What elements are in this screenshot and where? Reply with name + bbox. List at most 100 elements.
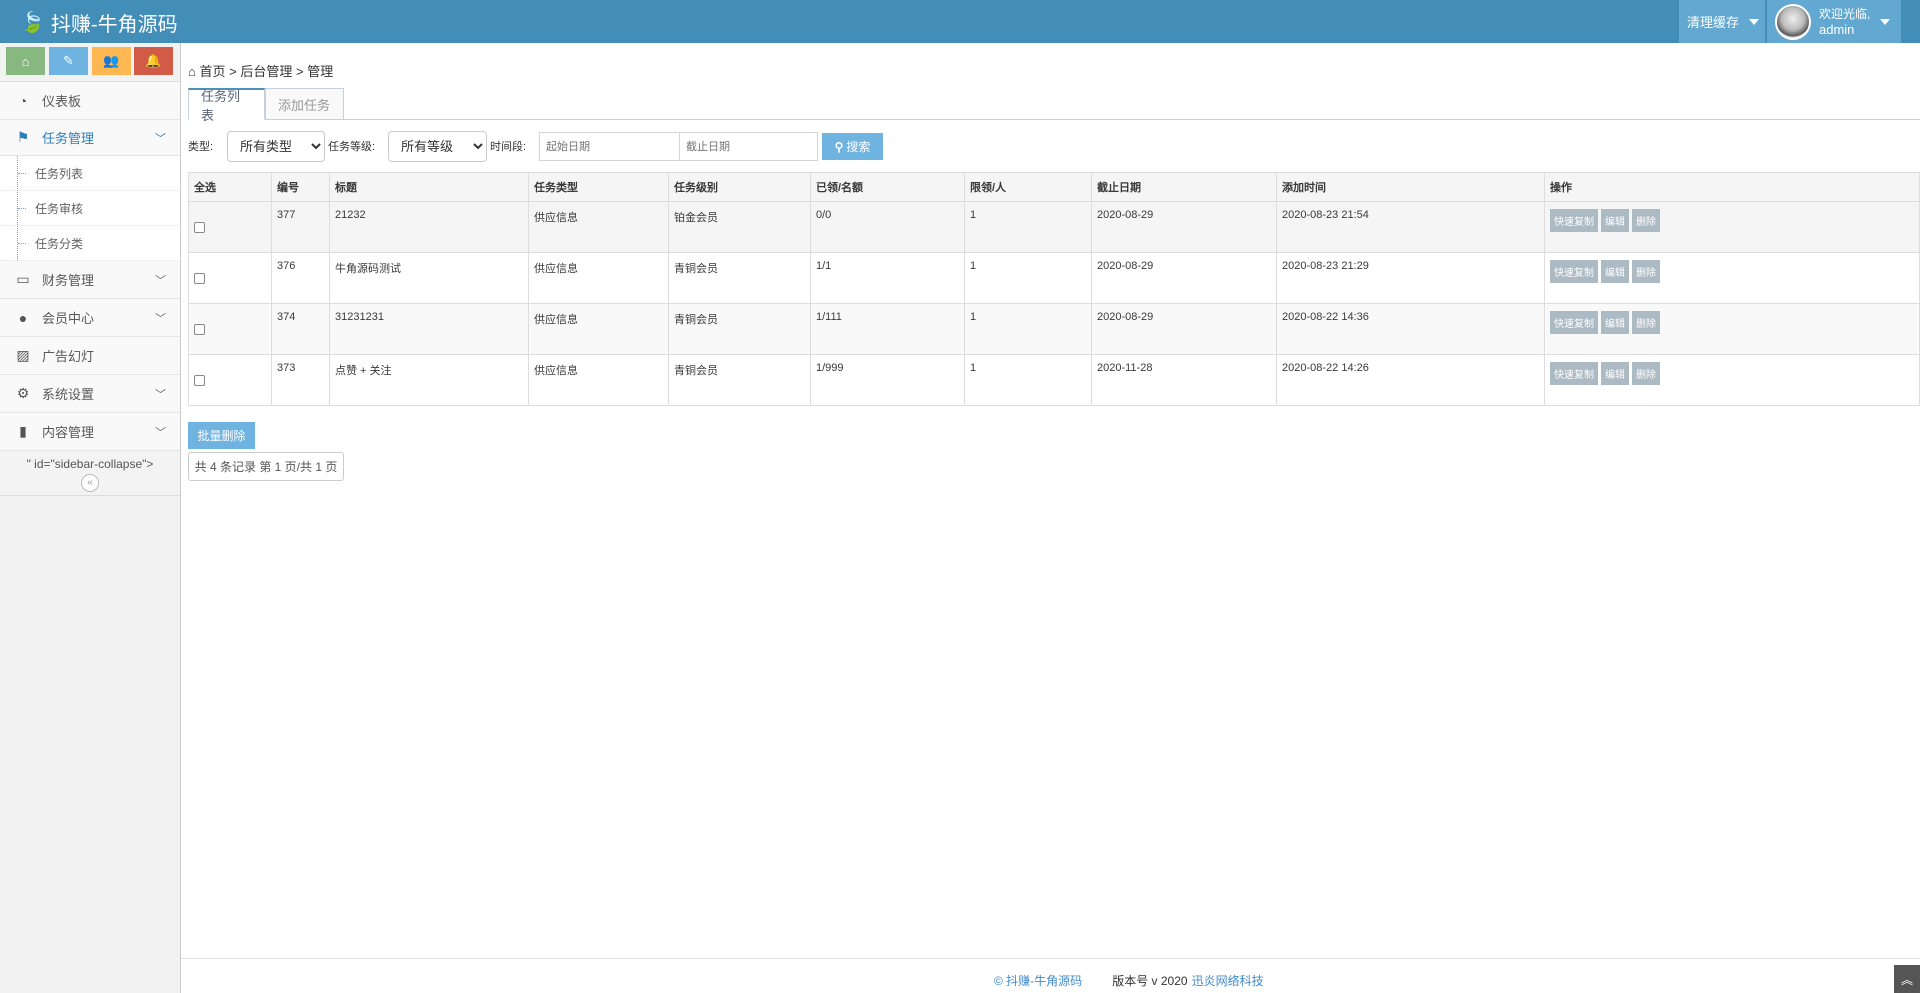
cell-deadline: 2020-08-29	[1091, 201, 1277, 253]
breadcrumb: ⌂ 首页 > 后台管理 > 管理	[188, 64, 334, 79]
submenu-guide-line	[17, 156, 18, 261]
actions-cell: 快速复制 编辑 删除	[1544, 252, 1920, 304]
search-icon: ⚲	[834, 139, 844, 154]
column-header: 任务类型	[528, 172, 669, 202]
cell-level: 青铜会员	[668, 303, 811, 355]
home-icon: ⌂	[188, 64, 196, 79]
delete-button[interactable]: 删除	[1632, 362, 1660, 385]
task-table: 全选 编号 标题 任务类型 任务级别 已领/名额 限领/人 截止日期 添加时间 操作 377 212…	[188, 172, 1920, 406]
column-header: 限领/人	[964, 172, 1092, 202]
row-checkbox[interactable]	[194, 273, 205, 284]
delete-button[interactable]: 删除	[1632, 209, 1660, 232]
tab-add-task[interactable]: 添加任务	[265, 88, 344, 120]
sidebar-item-ads[interactable]: ▨ 广告幻灯	[0, 337, 180, 375]
cell-limit: 1	[964, 354, 1092, 406]
row-checkbox[interactable]	[194, 324, 205, 335]
cell-type: 供应信息	[528, 201, 669, 253]
cell-level: 青铜会员	[668, 354, 811, 406]
cell-title: 31231231	[329, 303, 529, 355]
footer-company-link[interactable]: 迅炎网络科技	[1191, 974, 1264, 988]
chevron-down-icon: ﹀	[155, 132, 166, 145]
end-date-input[interactable]	[679, 132, 818, 161]
level-label: 任务等级:	[328, 140, 376, 153]
level-select[interactable]: 所有等级	[388, 131, 487, 162]
delete-button[interactable]: 删除	[1632, 260, 1660, 283]
leaf-icon: 🍃	[20, 12, 45, 34]
scroll-to-top-button[interactable]: ︽	[1894, 965, 1920, 993]
sidebar-subitem-task-review[interactable]: 任务审核	[0, 191, 180, 226]
breadcrumb-current: 管理	[307, 64, 334, 79]
user-menu[interactable]: 欢迎光临, admin	[1767, 0, 1901, 43]
pagination-info: 共 4 条记录 第 1 页/共 1 页	[188, 452, 344, 481]
cell-added: 2020-08-23 21:54	[1276, 201, 1545, 253]
tab-task-list[interactable]: 任务列表	[188, 88, 265, 123]
breadcrumb-home[interactable]: 首页	[199, 64, 226, 79]
cell-limit: 1	[964, 201, 1092, 253]
tab-divider	[188, 119, 1920, 120]
select-cell	[188, 354, 272, 406]
delete-button[interactable]: 删除	[1632, 311, 1660, 334]
book-icon: ▮	[19, 423, 27, 439]
sidebar-subitem-task-list[interactable]: 任务列表	[0, 156, 180, 191]
double-chevron-up-icon: ︽	[1900, 972, 1913, 987]
row-checkbox[interactable]	[194, 222, 205, 233]
pencil-icon[interactable]: ✎	[49, 47, 88, 75]
footer-brand-link[interactable]: © 抖赚-牛角源码	[994, 974, 1083, 988]
sidebar-item-settings[interactable]: ⚙ 系统设置 ﹀	[0, 375, 180, 413]
clear-cache-dropdown[interactable]: 清理缓存	[1679, 0, 1765, 43]
cell-deadline: 2020-08-29	[1091, 303, 1277, 355]
table-row: 376 牛角源码测试 供应信息 青铜会员 1/1 1 2020-08-29 2020-08-2…	[188, 252, 1920, 304]
column-header: 任务级别	[668, 172, 811, 202]
select-cell	[188, 201, 272, 253]
sidebar-item-task-management[interactable]: ⚑ 任务管理 ﹀	[0, 120, 180, 156]
quick-copy-button[interactable]: 快速复制	[1550, 362, 1598, 385]
search-button[interactable]: ⚲ 搜索	[822, 133, 883, 160]
users-icon[interactable]: 👥	[92, 47, 131, 75]
edit-button[interactable]: 编辑	[1601, 362, 1629, 385]
table-row: 374 31231231 供应信息 青铜会员 1/111 1 2020-08-29 2020-…	[188, 303, 1920, 355]
cell-limit: 1	[964, 303, 1092, 355]
cell-deadline: 2020-11-28	[1091, 354, 1277, 406]
breadcrumb-admin[interactable]: 后台管理	[240, 64, 293, 79]
cell-claimed: 1/1	[810, 252, 965, 304]
avatar	[1775, 3, 1811, 40]
actions-cell: 快速复制 编辑 删除	[1544, 201, 1920, 253]
sidebar: ⌂ ✎ 👥 🔔 ◔ 仪表板 ⚑ 任务管理 ﹀ 任务列表 任务审核 任务分类 ▭ 财务管理…	[0, 43, 181, 993]
cell-claimed: 1/111	[810, 303, 965, 355]
top-navbar: 🍃 抖赚-牛角源码 清理缓存 欢迎光临, admin	[0, 0, 1920, 43]
column-header: 截止日期	[1091, 172, 1277, 202]
edit-button[interactable]: 编辑	[1601, 311, 1629, 334]
sidebar-item-content[interactable]: ▮ 内容管理 ﹀	[0, 413, 180, 451]
quick-copy-button[interactable]: 快速复制	[1550, 260, 1598, 283]
row-checkbox[interactable]	[194, 375, 205, 386]
column-header: 标题	[329, 172, 529, 202]
column-header: 编号	[271, 172, 330, 202]
cell-added: 2020-08-23 21:29	[1276, 252, 1545, 304]
cell-title: 牛角源码测试	[329, 252, 529, 304]
cell-id: 376	[271, 252, 330, 304]
batch-delete-button[interactable]: 批量删除	[188, 422, 255, 449]
sidebar-item-finance[interactable]: ▭ 财务管理 ﹀	[0, 261, 180, 299]
cog-icon: ⚙	[16, 385, 30, 401]
brand[interactable]: 🍃 抖赚-牛角源码	[20, 12, 178, 36]
cell-limit: 1	[964, 252, 1092, 304]
edit-button[interactable]: 编辑	[1601, 209, 1629, 232]
type-select[interactable]: 所有类型	[227, 131, 325, 162]
sidebar-item-members[interactable]: ● 会员中心 ﹀	[0, 299, 180, 337]
edit-button[interactable]: 编辑	[1601, 260, 1629, 283]
bell-icon[interactable]: 🔔	[134, 47, 173, 75]
home-icon[interactable]: ⌂	[6, 47, 45, 75]
column-header[interactable]: 全选	[188, 172, 272, 202]
quick-copy-button[interactable]: 快速复制	[1550, 209, 1598, 232]
select-cell	[188, 252, 272, 304]
cell-id: 374	[271, 303, 330, 355]
cell-added: 2020-08-22 14:26	[1276, 354, 1545, 406]
period-label: 时间段:	[490, 140, 527, 153]
start-date-input[interactable]	[539, 132, 680, 161]
cell-level: 青铜会员	[668, 252, 811, 304]
sidebar-item-dashboard[interactable]: ◔ 仪表板	[0, 82, 180, 120]
quick-copy-button[interactable]: 快速复制	[1550, 311, 1598, 334]
cell-id: 373	[271, 354, 330, 406]
sidebar-subitem-task-category[interactable]: 任务分类	[0, 226, 180, 261]
double-chevron-left-icon[interactable]: «	[81, 474, 99, 492]
